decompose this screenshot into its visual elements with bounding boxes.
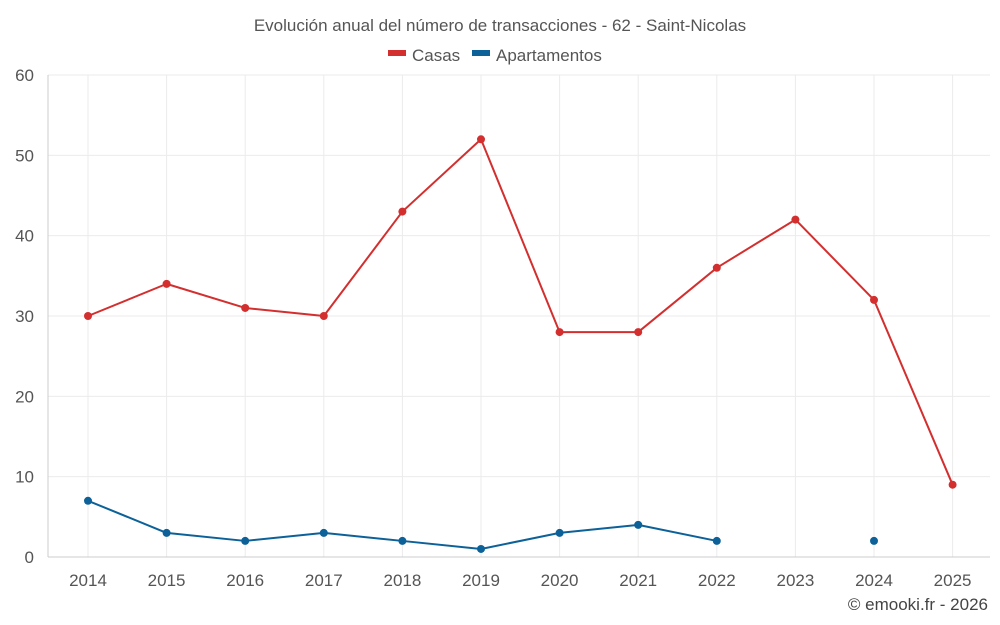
x-tick-label: 2025 [934,571,972,590]
data-point [477,135,485,144]
data-point [712,536,721,545]
grid [47,74,990,558]
data-point [84,496,92,505]
y-axis-ticks: 0 10 20 30 40 50 60 [15,66,34,567]
data-point [555,328,564,337]
x-tick-label: 2014 [69,571,107,590]
y-tick-label: 60 [15,66,34,85]
data-point [162,528,171,537]
data-point [634,328,643,337]
legend-swatch-casas [388,50,406,56]
series-casas [84,135,957,489]
legend-swatch-apartamentos [472,50,490,56]
data-point [241,536,250,545]
x-tick-label: 2015 [148,571,186,590]
series-layer [84,135,957,553]
credit-text: © emooki.fr - 2026 [848,595,988,614]
legend-label-apartamentos: Apartamentos [496,46,602,65]
data-point [241,303,250,312]
x-tick-label: 2022 [698,571,736,590]
data-point [870,295,878,304]
legend: Casas Apartamentos [388,46,602,65]
x-tick-label: 2017 [305,571,343,590]
data-point [319,528,328,537]
data-point [319,312,328,320]
x-tick-label: 2024 [855,571,893,590]
legend-label-casas: Casas [412,46,460,65]
x-tick-label: 2018 [383,571,421,590]
data-point [791,215,800,224]
data-point [162,279,171,288]
x-tick-label: 2019 [462,571,500,590]
data-point [948,480,957,489]
series-line [87,138,954,486]
x-tick-label: 2020 [541,571,579,590]
data-point [870,536,878,545]
data-point [398,536,407,545]
x-tick-label: 2023 [776,571,814,590]
data-point [712,263,721,272]
y-tick-label: 20 [15,387,34,406]
x-tick-label: 2021 [619,571,657,590]
y-tick-label: 10 [15,468,34,487]
data-point [555,528,564,537]
chart-title: Evolución anual del número de transaccio… [254,16,746,35]
y-tick-label: 40 [15,227,34,246]
x-tick-label: 2016 [226,571,264,590]
x-axis-ticks: 2014 2015 2016 2017 2018 2019 2020 2021 2022 2023… [69,571,971,590]
data-point [84,312,92,320]
data-point [398,207,407,216]
data-point [634,520,643,529]
y-tick-label: 0 [25,548,34,567]
y-tick-label: 30 [15,307,34,326]
data-point [477,544,485,553]
series-apartamentos [84,496,878,553]
y-tick-label: 50 [15,146,34,165]
